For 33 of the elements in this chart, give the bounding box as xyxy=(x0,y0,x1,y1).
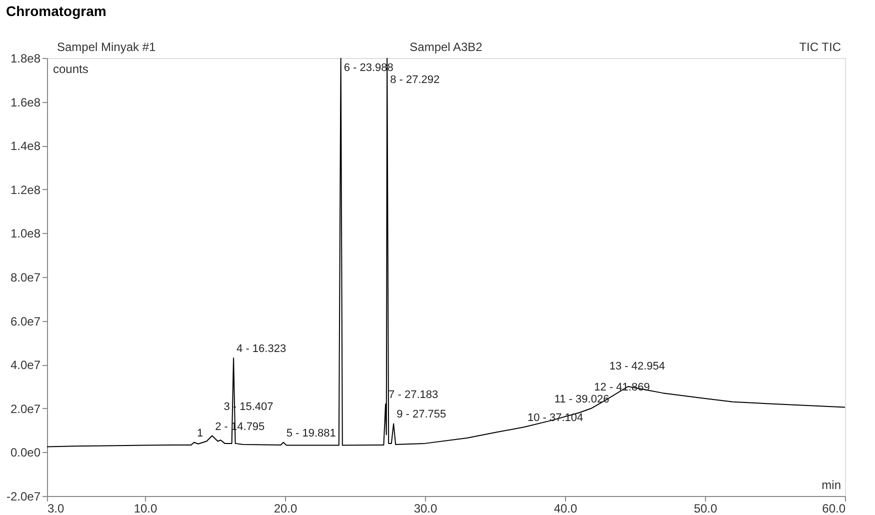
text: TIC TIC xyxy=(799,40,842,54)
annotation: 7 - 27.183 xyxy=(388,389,438,402)
y-tick-label: 8.0e7 xyxy=(10,270,41,284)
annotation: 4 - 16.323 xyxy=(236,343,286,356)
y-tick-label: 6.0e7 xyxy=(10,314,41,328)
y-tick-label: 1.8e8 xyxy=(10,52,41,66)
y-tick-label: 1.6e8 xyxy=(10,95,41,110)
annotation: 13 - 42.954 xyxy=(609,360,666,373)
annotation: 3 - 15.407 xyxy=(224,401,274,414)
y-tick-label: 1.0e8 xyxy=(10,226,41,241)
x-tick-label: 3.0 xyxy=(48,502,65,515)
text: Sampel A3B2 xyxy=(410,40,483,54)
chart-title: Chromatogram xyxy=(6,3,106,19)
y-tick-label: 1.2e8 xyxy=(10,182,41,197)
y-axis-title: counts xyxy=(53,62,88,76)
x-tick-label: 50.0 xyxy=(694,502,718,515)
annotation: 5 - 19.881 xyxy=(286,427,336,440)
x-tick-label: 20.0 xyxy=(274,502,298,515)
annotation: 9 - 27.755 xyxy=(396,408,446,421)
annotation: 1 xyxy=(197,427,204,440)
x-tick-label: 30.0 xyxy=(414,502,438,515)
x-axis-title: min xyxy=(822,478,841,492)
y-tick-label: 1.4e8 xyxy=(10,139,41,154)
x-tick-label: 40.0 xyxy=(554,502,578,515)
annotation: 8 - 27.292 xyxy=(390,74,440,86)
x-tick-label: 10.0 xyxy=(134,502,158,515)
y-tick-label: -2.0e7 xyxy=(6,490,41,504)
y-tick-label: 4.0e7 xyxy=(10,358,41,372)
line-series xyxy=(47,58,845,448)
chart-subtitle: Sampel Minyak #1 xyxy=(57,40,156,54)
y-tick-label: 2.0e7 xyxy=(10,402,41,416)
y-tick-label: 0.0e0 xyxy=(10,446,41,460)
x-tick-label: 60.0 xyxy=(822,502,846,515)
